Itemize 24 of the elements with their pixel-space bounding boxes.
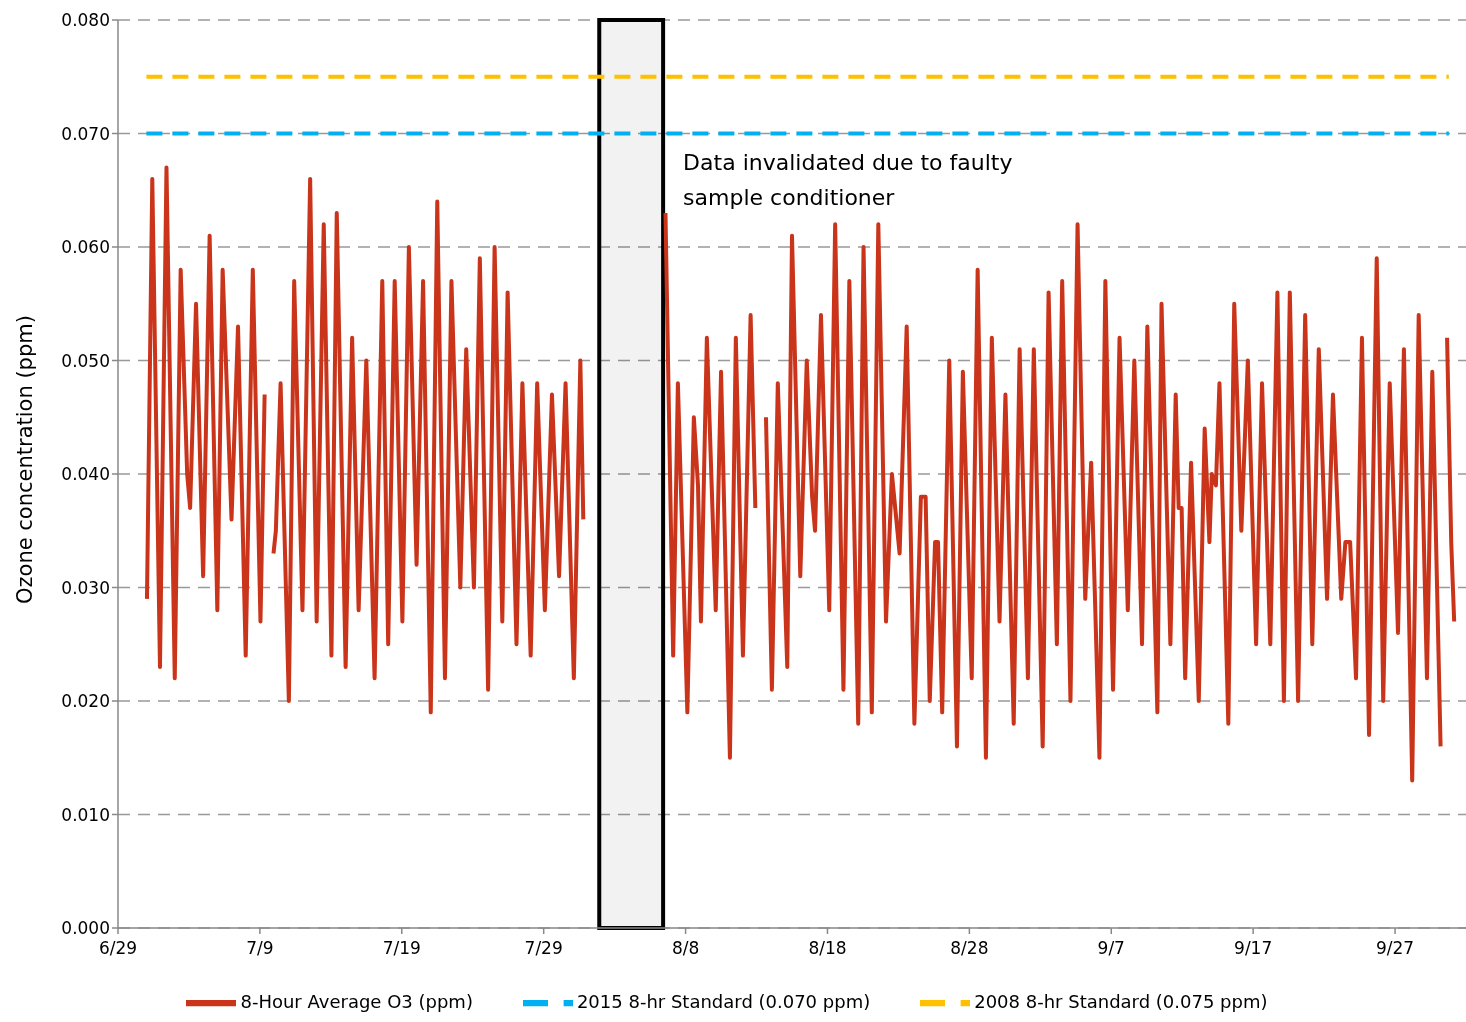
band-label: Data invalidated due to faulty sample conditioner: [683, 150, 1013, 210]
legend-label: 2008 8-hr Standard (0.075 ppm): [974, 991, 1268, 1012]
y-tick-label: 0.040: [61, 464, 110, 485]
x-tick-label: 9/27: [1375, 938, 1415, 959]
y-tick-label: 0.070: [61, 123, 110, 144]
legend-label: 8-Hour Average O3 (ppm): [240, 991, 473, 1012]
y-tick-label: 0.060: [61, 237, 110, 258]
y-axis-title: Ozone concentration (ppm): [13, 315, 38, 604]
x-tick-label: 8/28: [950, 938, 989, 959]
x-tick-label: 9/7: [1097, 938, 1125, 959]
y-tick-label: 0.000: [61, 918, 110, 939]
x-tick-label: 7/29: [524, 938, 563, 959]
x-tick-label: 7/9: [246, 938, 274, 959]
y-tick-label: 0.010: [61, 804, 110, 825]
y-tick-label: 0.050: [61, 350, 110, 371]
legend-label: 2015 8-hr Standard (0.070 ppm): [576, 991, 871, 1012]
y-tick-label: 0.020: [61, 691, 110, 712]
x-tick-label: 9/17: [1234, 938, 1273, 959]
y-tick-label: 0.030: [61, 577, 110, 598]
y-tick-label: 0.080: [61, 10, 110, 31]
x-tick-label: 8/8: [671, 938, 700, 959]
x-tick-label: 6/29: [98, 938, 138, 959]
x-tick-label: 8/18: [808, 938, 847, 959]
x-tick-label: 7/19: [382, 938, 421, 959]
